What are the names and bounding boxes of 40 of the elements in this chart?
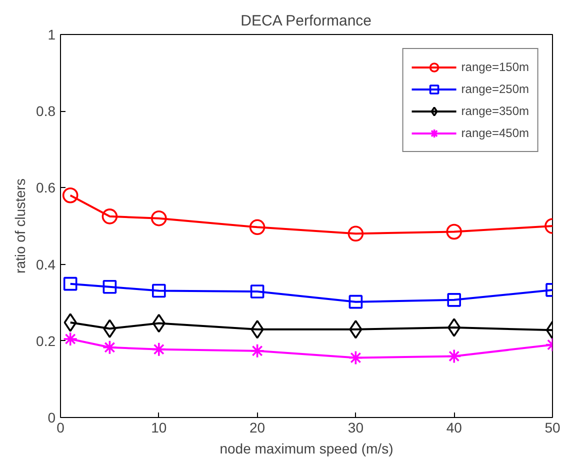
- point: [446, 348, 462, 364]
- point: [250, 284, 264, 298]
- y-tick-label: 0.4: [36, 256, 56, 272]
- y-tick-label: 0.2: [36, 332, 56, 349]
- legend-label: range=350m: [461, 104, 529, 118]
- point: [349, 320, 362, 339]
- x-tick-label: 50: [544, 420, 560, 436]
- point: [250, 320, 264, 339]
- point: [63, 276, 78, 291]
- legend-label: range=250m: [461, 82, 529, 96]
- point: [151, 210, 167, 226]
- y-tick-label: 0: [48, 410, 56, 426]
- y-tick-label: 0.6: [36, 180, 56, 196]
- point: [102, 280, 117, 294]
- y-tick-label: 0.8: [36, 103, 56, 120]
- x-tick-label: 20: [250, 420, 266, 436]
- point: [447, 293, 461, 307]
- point: [64, 313, 77, 332]
- point: [348, 350, 364, 366]
- y-axis-title: ratio of clusters: [12, 178, 28, 274]
- point: [102, 340, 118, 355]
- legend-label: range=150m: [461, 60, 529, 74]
- x-tick-label: 40: [446, 420, 462, 436]
- x-axis-title: node maximum speed (m/s): [220, 440, 394, 456]
- point: [152, 284, 166, 298]
- point: [152, 342, 166, 357]
- y-tick-label: 1: [48, 26, 56, 42]
- point: [102, 208, 118, 224]
- point: [62, 332, 78, 346]
- point: [249, 219, 266, 236]
- legend-label: range=450m: [461, 126, 529, 140]
- point: [348, 294, 363, 309]
- point: [448, 318, 461, 337]
- chart-title: DECA Performance: [240, 12, 372, 30]
- x-tick-label: 30: [348, 420, 364, 436]
- point: [62, 187, 78, 204]
- point: [446, 224, 462, 240]
- point: [348, 226, 364, 242]
- x-tick-label: 10: [151, 420, 167, 436]
- point: [250, 343, 265, 358]
